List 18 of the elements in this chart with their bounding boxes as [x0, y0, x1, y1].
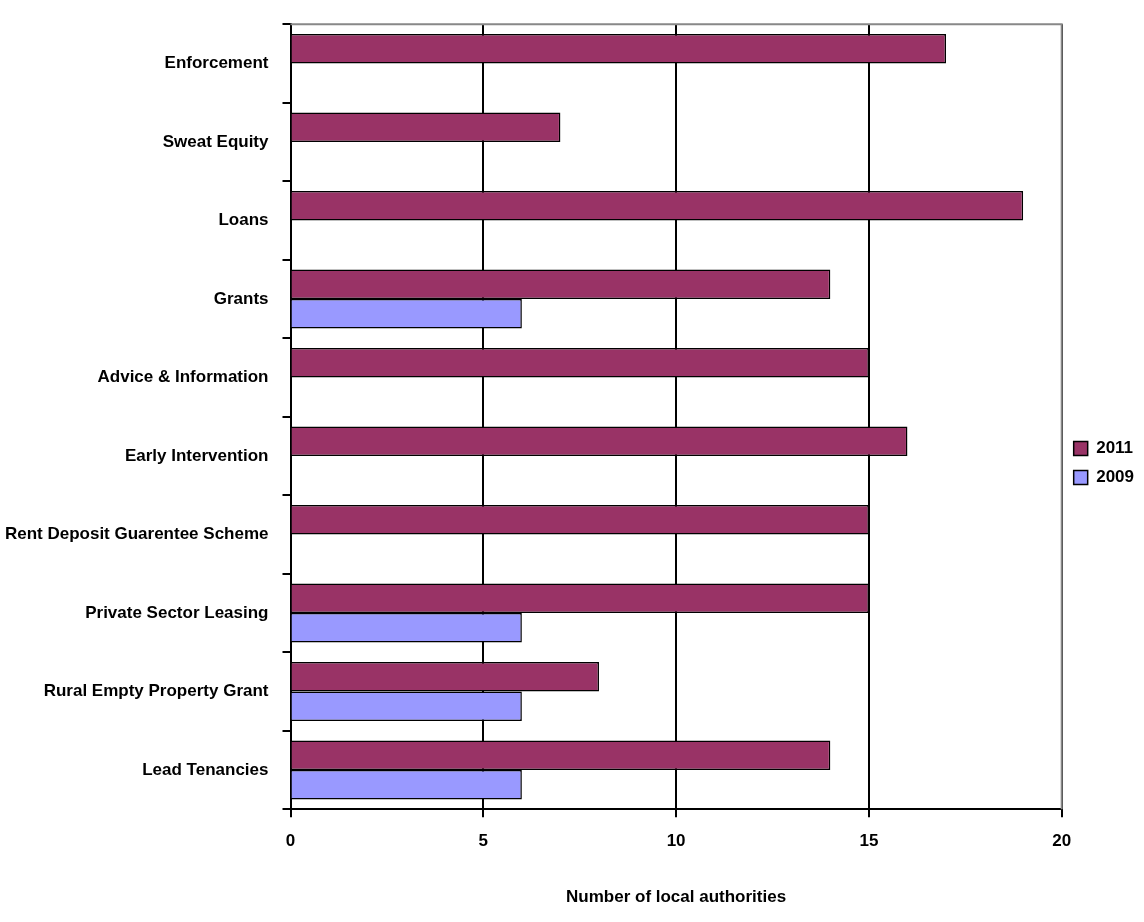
- x-tick-label: 0: [285, 831, 296, 851]
- y-tick-label: Rural Empty Property Grant: [43, 681, 269, 701]
- y-tick-label: Sweat Equity: [162, 131, 270, 151]
- legend-label: 2009: [1096, 467, 1135, 487]
- legend-label: 2011: [1096, 438, 1134, 458]
- y-tick-label: Grants: [213, 288, 269, 308]
- x-tick-label: 5: [478, 831, 489, 851]
- x-tick-label: 10: [666, 831, 686, 851]
- y-tick-label: Rent Deposit Guarentee Scheme: [4, 524, 269, 544]
- y-tick-label: Loans: [218, 210, 269, 230]
- y-tick-label: Advice & Information: [97, 367, 269, 387]
- y-tick-label: Lead Tenancies: [142, 759, 269, 779]
- y-tick-label: Private Sector Leasing: [85, 602, 269, 622]
- x-axis-title: Number of local authorities: [566, 887, 787, 907]
- y-tick-label: Enforcement: [164, 53, 269, 73]
- x-tick-label: 20: [1052, 831, 1072, 851]
- x-tick-label: 15: [859, 831, 879, 851]
- y-tick-label: Early Intervention: [124, 445, 269, 465]
